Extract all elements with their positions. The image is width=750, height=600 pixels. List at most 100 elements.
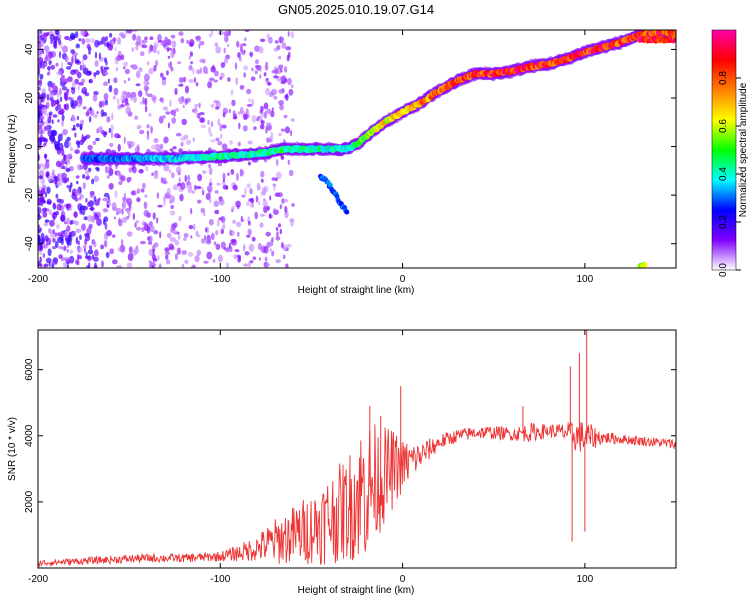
noise-speckle (88, 51, 91, 55)
noise-speckle (258, 257, 261, 261)
noise-speckle (201, 238, 206, 244)
noise-speckle (109, 248, 114, 255)
noise-speckle (53, 138, 56, 144)
noise-speckle (190, 207, 193, 215)
noise-speckle (70, 32, 76, 40)
noise-speckle (191, 190, 195, 194)
noise-speckle (149, 36, 154, 40)
noise-speckle (208, 197, 212, 204)
noise-speckle (153, 65, 157, 72)
noise-speckle (97, 197, 101, 201)
noise-speckle (43, 223, 48, 227)
noise-speckle (39, 195, 45, 202)
noise-speckle (251, 67, 254, 72)
noise-speckle (68, 255, 75, 264)
noise-speckle (75, 31, 79, 39)
noise-speckle (190, 61, 194, 65)
noise-speckle (291, 203, 295, 207)
noise-speckle (106, 175, 111, 179)
noise-speckle (146, 124, 150, 129)
noise-speckle (40, 119, 44, 124)
noise-speckle (211, 30, 214, 35)
noise-speckle (176, 247, 181, 255)
y-tick-label: -40 (24, 236, 35, 251)
noise-speckle (254, 211, 258, 220)
noise-speckle (279, 36, 282, 44)
spectrogram-y-axis-label: Frequency (Hz) (7, 115, 18, 184)
noise-speckle (43, 143, 46, 147)
noise-speckle (273, 75, 279, 79)
noise-speckle (170, 204, 174, 210)
noise-speckle (90, 205, 94, 212)
noise-speckle (188, 225, 194, 230)
noise-speckle (260, 170, 265, 178)
noise-speckle (275, 259, 281, 264)
noise-speckle (194, 184, 197, 191)
noise-speckle (247, 161, 252, 166)
noise-speckle (130, 94, 133, 101)
noise-speckle (103, 93, 109, 101)
noise-speckle (94, 60, 99, 67)
noise-speckle (192, 68, 195, 75)
noise-speckle (267, 82, 272, 86)
noise-speckle (230, 89, 234, 96)
noise-speckle (85, 198, 88, 203)
noise-speckle (111, 112, 114, 121)
noise-speckle (155, 60, 158, 67)
noise-speckle (266, 108, 272, 115)
noise-speckle (68, 234, 71, 243)
noise-speckle (39, 256, 42, 263)
noise-speckle (136, 197, 141, 203)
noise-speckle (177, 182, 182, 187)
noise-speckle (57, 236, 63, 244)
noise-speckle (279, 104, 284, 111)
noise-speckle (88, 245, 93, 250)
noise-speckle (61, 86, 68, 91)
noise-speckle (162, 39, 167, 48)
noise-speckle (94, 39, 100, 48)
noise-speckle (248, 220, 251, 226)
noise-speckle (259, 64, 262, 73)
noise-speckle (80, 30, 86, 37)
snr-panel: -200 -100 0 100 2000 4000 6000 Height of stra… (7, 329, 677, 596)
noise-speckle (47, 65, 51, 71)
noise-speckle (217, 140, 223, 146)
noise-speckle (275, 236, 281, 241)
noise-speckle (64, 230, 68, 238)
noise-speckle (81, 134, 84, 142)
noise-speckle (85, 38, 91, 43)
noise-speckle (228, 108, 231, 114)
noise-speckle (250, 203, 255, 208)
noise-speckle (175, 132, 182, 137)
colorbar-tick-label: 0.8 (718, 71, 729, 85)
noise-speckle (251, 98, 254, 107)
noise-speckle (142, 182, 146, 189)
noise-speckle (95, 70, 100, 76)
noise-speckle (131, 47, 135, 52)
noise-speckle (94, 199, 100, 206)
noise-speckle (43, 108, 47, 116)
noise-speckle (177, 97, 183, 103)
noise-speckle (66, 184, 69, 189)
noise-speckle (131, 165, 135, 171)
noise-speckle (135, 83, 141, 87)
noise-speckle (141, 39, 148, 44)
noise-speckle (178, 77, 184, 83)
noise-speckle (192, 137, 195, 143)
noise-speckle (109, 32, 113, 38)
noise-speckle (103, 66, 110, 70)
noise-speckle (81, 58, 84, 66)
noise-speckle (58, 38, 61, 46)
noise-speckle (44, 62, 47, 68)
noise-speckle (40, 115, 45, 120)
noise-speckle (55, 160, 62, 168)
noise-speckle (277, 223, 282, 228)
noise-speckle (136, 144, 140, 152)
noise-speckle (285, 263, 289, 268)
noise-speckle (239, 56, 242, 62)
noise-speckle (178, 177, 181, 183)
noise-speckle (41, 88, 46, 93)
noise-speckle (128, 210, 131, 218)
noise-speckle (120, 175, 126, 182)
noise-speckle (59, 87, 62, 96)
